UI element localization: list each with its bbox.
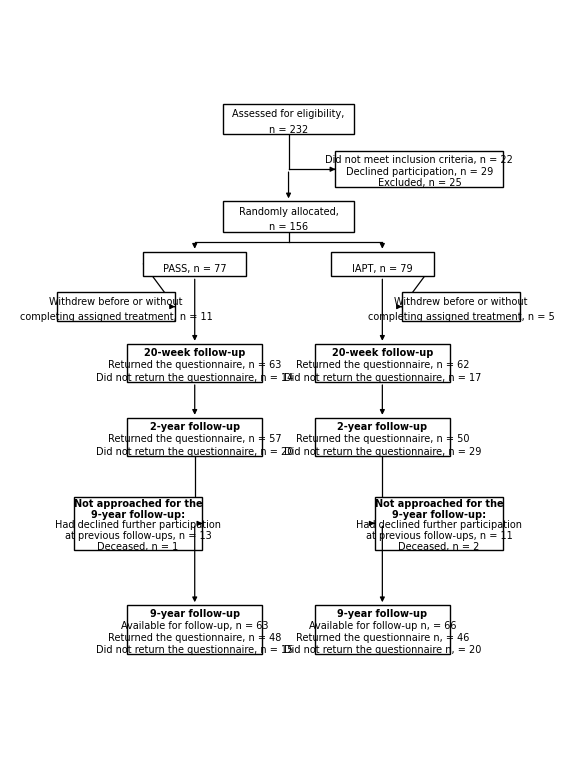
Text: completing assigned treatment, n = 5: completing assigned treatment, n = 5 bbox=[368, 311, 554, 321]
Text: Did not return the questionnaire, n = 20: Did not return the questionnaire, n = 20 bbox=[96, 448, 293, 458]
Text: Withdrew before or without: Withdrew before or without bbox=[394, 298, 528, 308]
Text: at previous follow-ups, n = 11: at previous follow-ups, n = 11 bbox=[366, 531, 512, 541]
Text: Did not return the questionnaire n, = 20: Did not return the questionnaire n, = 20 bbox=[284, 645, 481, 655]
Text: 20-week follow-up: 20-week follow-up bbox=[332, 348, 433, 358]
Bar bbox=[127, 418, 262, 456]
Text: Returned the questionnaire, n = 48: Returned the questionnaire, n = 48 bbox=[108, 633, 282, 643]
Text: 20-week follow-up: 20-week follow-up bbox=[144, 348, 245, 358]
Text: Had declined further participation: Had declined further participation bbox=[55, 521, 221, 531]
Text: Declined participation, n = 29: Declined participation, n = 29 bbox=[346, 167, 493, 177]
Bar bbox=[336, 151, 503, 187]
Text: Returned the questionnaire, n = 62: Returned the questionnaire, n = 62 bbox=[296, 361, 469, 371]
Bar bbox=[144, 251, 246, 276]
Bar bbox=[127, 605, 262, 654]
Text: Excluded, n = 25: Excluded, n = 25 bbox=[378, 178, 461, 188]
Text: 9-year follow-up: 9-year follow-up bbox=[337, 608, 427, 618]
Text: 2-year follow-up: 2-year follow-up bbox=[337, 421, 427, 431]
Bar bbox=[57, 292, 175, 321]
Text: Did not return the questionnaire, n = 29: Did not return the questionnaire, n = 29 bbox=[284, 448, 481, 458]
Text: 9-year follow-up:: 9-year follow-up: bbox=[91, 510, 185, 520]
Text: Withdrew before or without: Withdrew before or without bbox=[50, 298, 183, 308]
Bar bbox=[223, 201, 354, 232]
Text: Not approached for the: Not approached for the bbox=[375, 499, 503, 509]
Text: PASS, n = 77: PASS, n = 77 bbox=[163, 264, 226, 274]
Bar bbox=[74, 497, 202, 550]
Text: Had declined further participation: Had declined further participation bbox=[356, 521, 522, 531]
Text: Not approached for the: Not approached for the bbox=[74, 499, 202, 509]
Bar bbox=[127, 344, 262, 382]
Text: Did not return the questionnaire, n = 15: Did not return the questionnaire, n = 15 bbox=[96, 645, 293, 655]
Text: 2-year follow-up: 2-year follow-up bbox=[150, 421, 240, 431]
Text: Deceased, n = 2: Deceased, n = 2 bbox=[399, 542, 480, 552]
Text: at previous follow-ups, n = 13: at previous follow-ups, n = 13 bbox=[65, 531, 211, 541]
Bar bbox=[375, 497, 503, 550]
Text: Did not meet inclusion criteria, n = 22: Did not meet inclusion criteria, n = 22 bbox=[325, 155, 513, 165]
Text: 9-year follow-up: 9-year follow-up bbox=[150, 608, 240, 618]
Text: Returned the questionnaire, n = 63: Returned the questionnaire, n = 63 bbox=[108, 361, 282, 371]
Bar bbox=[402, 292, 520, 321]
Text: Randomly allocated,: Randomly allocated, bbox=[239, 207, 338, 217]
Text: n = 232: n = 232 bbox=[269, 125, 308, 135]
Text: Assessed for eligibility,: Assessed for eligibility, bbox=[233, 109, 345, 119]
Text: Returned the questionnaire n, = 46: Returned the questionnaire n, = 46 bbox=[296, 633, 469, 643]
Text: Did not return the questionnaire, n = 17: Did not return the questionnaire, n = 17 bbox=[284, 373, 481, 383]
Text: Did not return the questionnaire, n = 14: Did not return the questionnaire, n = 14 bbox=[96, 373, 293, 383]
Text: Returned the questionnaire, n = 57: Returned the questionnaire, n = 57 bbox=[108, 434, 282, 444]
Text: n = 156: n = 156 bbox=[269, 222, 308, 232]
Text: completing assigned treatment, n = 11: completing assigned treatment, n = 11 bbox=[20, 311, 213, 321]
Text: IAPT, n = 79: IAPT, n = 79 bbox=[352, 264, 413, 274]
Text: 9-year follow-up:: 9-year follow-up: bbox=[392, 510, 486, 520]
Text: Returned the questionnaire, n = 50: Returned the questionnaire, n = 50 bbox=[296, 434, 469, 444]
Bar bbox=[331, 251, 434, 276]
Text: Available for follow-up n, = 66: Available for follow-up n, = 66 bbox=[309, 621, 456, 631]
Bar bbox=[315, 605, 450, 654]
Bar bbox=[315, 418, 450, 456]
Bar bbox=[315, 344, 450, 382]
Text: Deceased, n = 1: Deceased, n = 1 bbox=[97, 542, 178, 552]
Text: Available for follow-up, n = 63: Available for follow-up, n = 63 bbox=[121, 621, 269, 631]
Bar bbox=[223, 104, 354, 135]
